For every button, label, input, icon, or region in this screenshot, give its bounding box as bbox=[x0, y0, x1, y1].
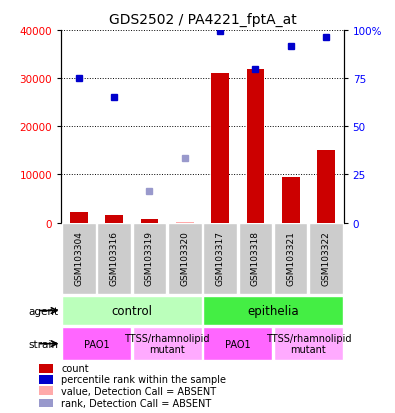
Text: GSM103319: GSM103319 bbox=[145, 230, 154, 285]
Bar bbox=[203, 297, 343, 325]
Bar bbox=[39, 375, 53, 384]
Text: percentile rank within the sample: percentile rank within the sample bbox=[61, 375, 226, 385]
Bar bbox=[62, 328, 131, 360]
Text: PAO1: PAO1 bbox=[84, 339, 109, 349]
Bar bbox=[39, 399, 53, 408]
Bar bbox=[317, 151, 335, 223]
Bar bbox=[133, 328, 201, 360]
Text: value, Detection Call = ABSENT: value, Detection Call = ABSENT bbox=[61, 386, 216, 396]
Bar bbox=[239, 224, 272, 294]
Bar bbox=[282, 178, 299, 223]
Text: count: count bbox=[61, 363, 88, 373]
Bar bbox=[211, 74, 229, 223]
Bar bbox=[105, 216, 123, 223]
Bar bbox=[62, 224, 96, 294]
Text: control: control bbox=[111, 304, 152, 317]
Bar bbox=[62, 297, 201, 325]
Bar bbox=[141, 220, 158, 223]
Title: GDS2502 / PA4221_fptA_at: GDS2502 / PA4221_fptA_at bbox=[109, 13, 296, 27]
Bar bbox=[70, 212, 88, 223]
Text: GSM103320: GSM103320 bbox=[180, 230, 189, 285]
Text: GSM103322: GSM103322 bbox=[322, 230, 331, 285]
Bar bbox=[203, 224, 237, 294]
Text: GSM103316: GSM103316 bbox=[110, 230, 118, 285]
Text: agent: agent bbox=[28, 306, 58, 316]
Text: TTSS/rhamnolipid
mutant: TTSS/rhamnolipid mutant bbox=[124, 333, 210, 355]
Bar bbox=[133, 224, 166, 294]
Bar bbox=[274, 328, 343, 360]
Text: GSM103317: GSM103317 bbox=[216, 230, 225, 285]
Text: epithelia: epithelia bbox=[247, 304, 299, 317]
Text: rank, Detection Call = ABSENT: rank, Detection Call = ABSENT bbox=[61, 398, 211, 408]
Bar bbox=[203, 328, 272, 360]
Bar bbox=[309, 224, 343, 294]
Bar bbox=[176, 222, 194, 223]
Bar bbox=[98, 224, 131, 294]
Bar bbox=[39, 364, 53, 373]
Text: GSM103321: GSM103321 bbox=[286, 230, 295, 285]
Bar bbox=[39, 387, 53, 395]
Text: strain: strain bbox=[28, 339, 58, 349]
Text: PAO1: PAO1 bbox=[225, 339, 250, 349]
Text: GSM103318: GSM103318 bbox=[251, 230, 260, 285]
Bar bbox=[168, 224, 201, 294]
Text: GSM103304: GSM103304 bbox=[74, 230, 83, 285]
Bar bbox=[246, 69, 264, 223]
Bar bbox=[274, 224, 307, 294]
Text: TTSS/rhamnolipid
mutant: TTSS/rhamnolipid mutant bbox=[265, 333, 351, 355]
